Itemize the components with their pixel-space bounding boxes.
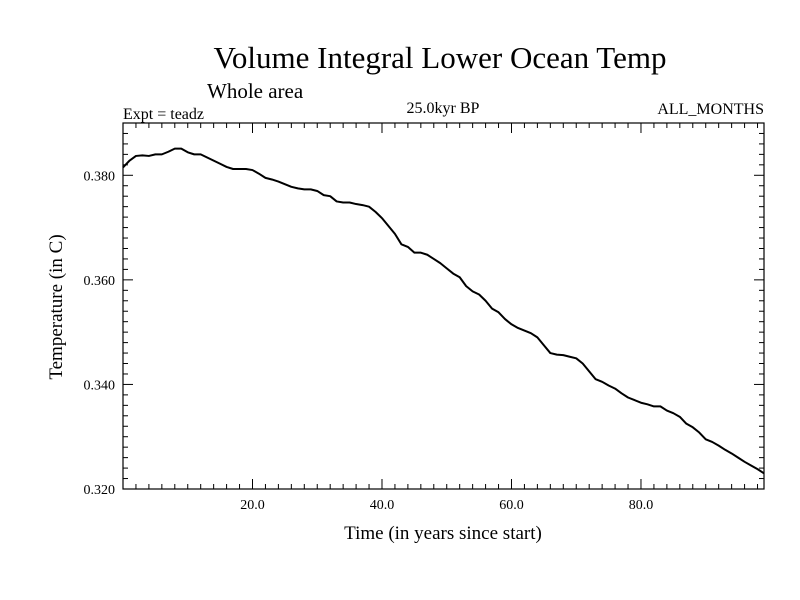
- x-tick-label: 60.0: [499, 498, 524, 513]
- x-tick-label: 40.0: [370, 498, 395, 513]
- y-tick-label: 0.360: [84, 274, 116, 289]
- axis-tick-labels: 20.0 40.0 60.0 80.0 0.320 0.340 0.360 0.380: [84, 169, 654, 513]
- x-tick-label: 20.0: [240, 498, 265, 513]
- period-label: 25.0kyr BP: [407, 100, 480, 117]
- temperature-series-line: [122, 147, 765, 475]
- plot-frame: [122, 122, 765, 490]
- months-label: ALL_MONTHS: [657, 101, 764, 118]
- y-tick-label: 0.320: [84, 483, 116, 498]
- chart-subtitle: Whole area: [207, 79, 304, 103]
- experiment-label: Expt = teadz: [123, 106, 204, 123]
- chart-title: Volume Integral Lower Ocean Temp: [214, 40, 667, 75]
- axis-ticks: [123, 123, 764, 489]
- x-tick-label: 80.0: [629, 498, 654, 513]
- y-tick-label: 0.380: [84, 169, 116, 184]
- y-tick-label: 0.340: [84, 378, 116, 393]
- x-axis-label: Time (in years since start): [344, 523, 542, 544]
- y-axis-label: Temperature (in C): [46, 234, 67, 379]
